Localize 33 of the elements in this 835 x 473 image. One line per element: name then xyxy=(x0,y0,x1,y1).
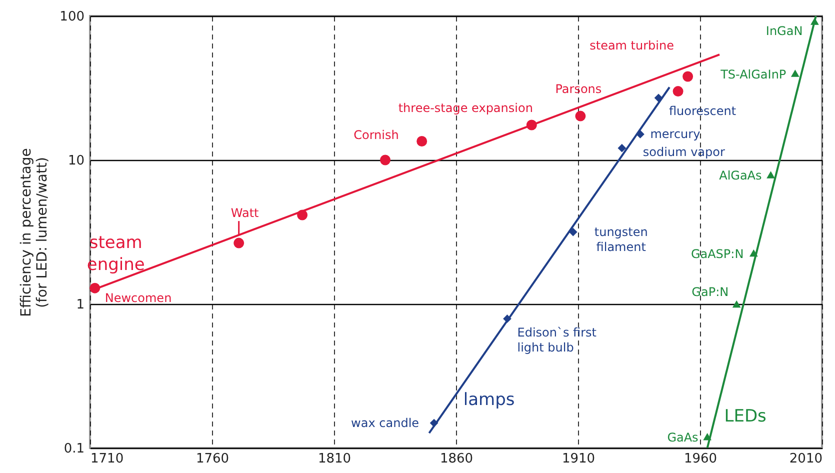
annotation: three-stage expansion xyxy=(398,101,533,116)
y-tick-label: 1 xyxy=(76,298,84,312)
annotation: fluorescent xyxy=(668,104,736,118)
x-tick-label: 1910 xyxy=(562,452,596,466)
annotation: AlGaAs xyxy=(719,168,762,183)
y-axis-title: Efficiency in percentage (for LED: lumen/watt) xyxy=(18,148,51,317)
annotation: GaASP:N xyxy=(690,247,744,262)
y-tick-label: 10 xyxy=(68,154,84,168)
annotation: TS-AlGaInP xyxy=(720,67,786,82)
annotation: InGaN xyxy=(766,24,803,38)
series-label: LEDs xyxy=(724,406,767,427)
annotation: steam turbine xyxy=(590,38,674,53)
annotation: mercury xyxy=(650,127,700,142)
x-tick-label: 1860 xyxy=(440,452,474,466)
x-tick-label: 1960 xyxy=(684,452,718,466)
x-tick-label: 2010 xyxy=(789,452,822,466)
annotation: wax candle xyxy=(351,416,420,430)
y-tick-label: 0.1 xyxy=(64,442,84,456)
x-tick-label: 1710 xyxy=(90,452,124,466)
y-tick-label: 100 xyxy=(60,10,84,24)
annotation: Watt xyxy=(230,206,260,220)
annotation: Edison`s first light bulb xyxy=(517,326,597,355)
annotation: tungsten filament xyxy=(594,225,648,254)
series-label: lamps xyxy=(463,390,515,410)
annotation: Cornish xyxy=(354,128,399,142)
annotation: GaAs xyxy=(667,430,698,445)
annotation: sodium vapor xyxy=(642,145,725,160)
annotation: GaP:N xyxy=(692,285,729,299)
series-label: steam engine xyxy=(86,233,145,276)
x-tick-label: 1760 xyxy=(196,452,230,466)
annotation: Newcomen xyxy=(104,291,172,306)
annotation: Parsons xyxy=(555,82,602,96)
x-tick-label: 1810 xyxy=(318,452,352,466)
